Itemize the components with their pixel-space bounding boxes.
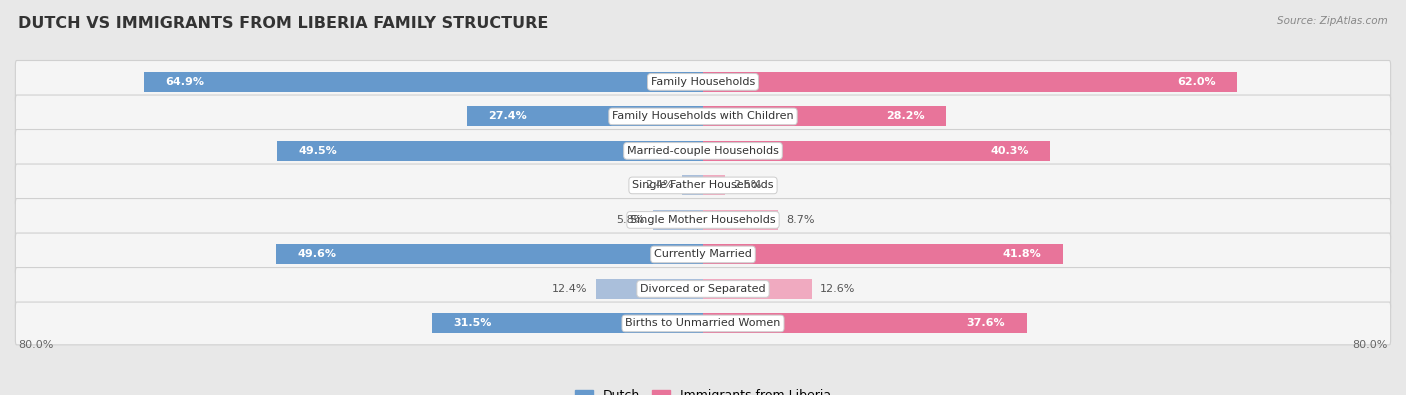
Text: 49.5%: 49.5% xyxy=(298,146,337,156)
FancyBboxPatch shape xyxy=(15,130,1391,172)
Text: DUTCH VS IMMIGRANTS FROM LIBERIA FAMILY STRUCTURE: DUTCH VS IMMIGRANTS FROM LIBERIA FAMILY … xyxy=(18,16,548,31)
Text: 37.6%: 37.6% xyxy=(967,318,1005,329)
Bar xyxy=(143,72,703,92)
Text: Single Father Households: Single Father Households xyxy=(633,181,773,190)
Text: Divorced or Separated: Divorced or Separated xyxy=(640,284,766,294)
FancyBboxPatch shape xyxy=(15,233,1391,276)
Bar xyxy=(703,210,778,230)
Bar xyxy=(467,106,703,126)
Bar xyxy=(596,279,703,299)
Text: 27.4%: 27.4% xyxy=(488,111,527,121)
Bar xyxy=(432,314,703,333)
Bar xyxy=(682,175,703,196)
Bar xyxy=(703,72,1237,92)
FancyBboxPatch shape xyxy=(15,267,1391,310)
Text: 12.4%: 12.4% xyxy=(553,284,588,294)
Bar xyxy=(703,279,811,299)
FancyBboxPatch shape xyxy=(15,60,1391,103)
Bar xyxy=(277,141,703,161)
Bar xyxy=(703,245,1063,264)
Text: 40.3%: 40.3% xyxy=(990,146,1029,156)
Text: 41.8%: 41.8% xyxy=(1002,249,1042,260)
Text: 80.0%: 80.0% xyxy=(1353,340,1388,350)
Text: 80.0%: 80.0% xyxy=(18,340,53,350)
Text: Currently Married: Currently Married xyxy=(654,249,752,260)
Bar xyxy=(276,245,703,264)
Bar xyxy=(703,141,1050,161)
Text: Married-couple Households: Married-couple Households xyxy=(627,146,779,156)
Legend: Dutch, Immigrants from Liberia: Dutch, Immigrants from Liberia xyxy=(569,384,837,395)
Text: Source: ZipAtlas.com: Source: ZipAtlas.com xyxy=(1277,16,1388,26)
Text: 62.0%: 62.0% xyxy=(1177,77,1215,87)
Text: Single Mother Households: Single Mother Households xyxy=(630,215,776,225)
Text: 64.9%: 64.9% xyxy=(166,77,205,87)
Text: Family Households with Children: Family Households with Children xyxy=(612,111,794,121)
FancyBboxPatch shape xyxy=(15,302,1391,345)
Text: 28.2%: 28.2% xyxy=(886,111,924,121)
Text: 2.5%: 2.5% xyxy=(733,181,762,190)
FancyBboxPatch shape xyxy=(15,199,1391,241)
FancyBboxPatch shape xyxy=(15,95,1391,138)
FancyBboxPatch shape xyxy=(15,164,1391,207)
Bar xyxy=(703,175,724,196)
Text: Family Households: Family Households xyxy=(651,77,755,87)
Text: 31.5%: 31.5% xyxy=(453,318,492,329)
Bar xyxy=(703,314,1026,333)
Text: 2.4%: 2.4% xyxy=(645,181,673,190)
Text: Births to Unmarried Women: Births to Unmarried Women xyxy=(626,318,780,329)
Bar xyxy=(652,210,703,230)
Bar xyxy=(703,106,946,126)
Text: 8.7%: 8.7% xyxy=(786,215,815,225)
Text: 49.6%: 49.6% xyxy=(298,249,336,260)
Text: 12.6%: 12.6% xyxy=(820,284,855,294)
Text: 5.8%: 5.8% xyxy=(616,215,644,225)
